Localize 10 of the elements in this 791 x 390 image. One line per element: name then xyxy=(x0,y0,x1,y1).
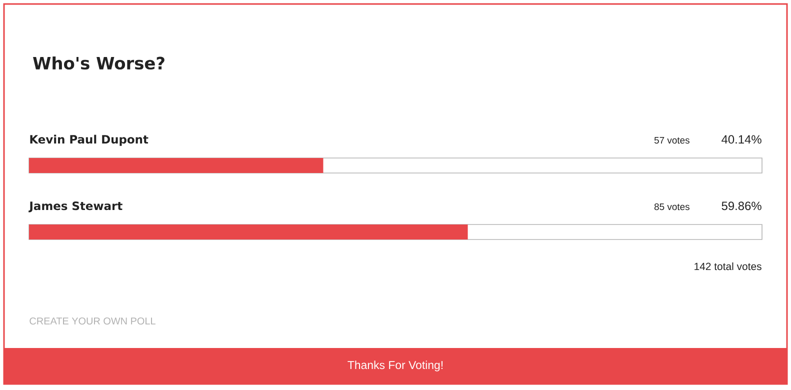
annotation: 85 votes xyxy=(654,203,690,210)
text: CREATE YOUR OWN POLL xyxy=(30,317,156,325)
data-label: 40.14% xyxy=(722,135,762,144)
y-tick-label: Kevin Paul Dupont xyxy=(30,134,148,146)
y-tick-label: James Stewart xyxy=(28,202,122,212)
chart-title: Who's Worse? xyxy=(33,56,164,70)
data-label: 59.86% xyxy=(722,202,762,210)
text: 142 total votes xyxy=(694,262,762,270)
annotation: 57 votes xyxy=(654,136,690,144)
text: Thanks For Voting! xyxy=(348,360,443,372)
